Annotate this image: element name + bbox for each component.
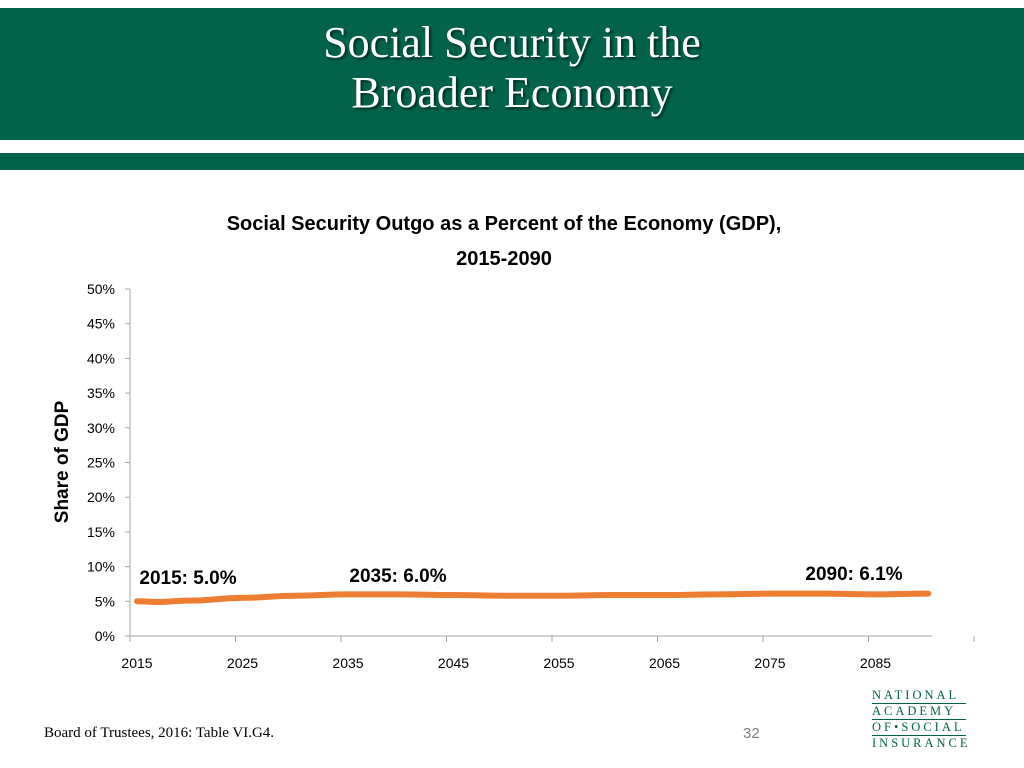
y-tick-label: 10% [87, 559, 115, 575]
nasi-logo: NATIONAL ACADEMY OF•SOCIAL INSURANCE [872, 688, 971, 751]
chart-annotations: 2015: 5.0% 2035: 6.0% 2090: 6.1% [139, 564, 902, 589]
y-tick-label: 20% [87, 489, 115, 505]
data-label: 2015: 5.0% [139, 568, 236, 589]
y-tick-label: 15% [87, 524, 115, 540]
y-tick-label: 25% [87, 455, 115, 471]
y-tick-label: 40% [87, 350, 115, 366]
logo-line: INSURANCE [872, 736, 971, 750]
chart-series [134, 590, 932, 605]
y-tick-label: 45% [87, 316, 115, 332]
slide-title-line-1: Social Security in the [323, 18, 701, 67]
data-label: 2035: 6.0% [349, 566, 446, 587]
series-line [134, 590, 932, 605]
header-divider-stripe [0, 153, 1024, 170]
data-label: 2090: 6.1% [805, 564, 902, 585]
x-tick-label: 2085 [860, 655, 891, 671]
chart-title-line-2: 2015-2090 [456, 248, 552, 270]
chart-title-line-1: Social Security Outgo as a Percent of th… [227, 213, 782, 235]
title-banner: Social Security in the Broader Economy [0, 8, 1024, 140]
page-number: 32 [743, 725, 760, 742]
y-tick-label: 30% [87, 420, 115, 436]
x-tick-label: 2035 [332, 655, 363, 671]
logo-line: OF•SOCIAL [872, 720, 966, 736]
y-tick-label: 5% [95, 593, 115, 609]
slide-title-line-2: Broader Economy [351, 68, 673, 117]
y-tick-label: 35% [87, 385, 115, 401]
chart-axes: 0% 5% 10% 15% 20% 25% 30% 35% 40% 45% 50% 2015 2025 2… [87, 281, 975, 671]
y-axis-label: Share of GDP [52, 400, 73, 523]
x-tick-label: 2025 [227, 655, 258, 671]
x-tick-label: 2045 [438, 655, 469, 671]
y-tick-label: 0% [95, 628, 115, 644]
y-tick-label: 50% [87, 281, 115, 297]
x-tick-label: 2015 [121, 655, 152, 671]
slide-title: Social Security in the Broader Economy [0, 18, 1024, 118]
x-tick-label: 2075 [754, 655, 785, 671]
x-tick-label: 2055 [543, 655, 574, 671]
source-citation: Board of Trustees, 2016: Table VI.G4. [44, 725, 275, 741]
logo-line: NATIONAL [872, 688, 966, 704]
logo-line: ACADEMY [872, 704, 966, 720]
x-tick-label: 2065 [649, 655, 680, 671]
